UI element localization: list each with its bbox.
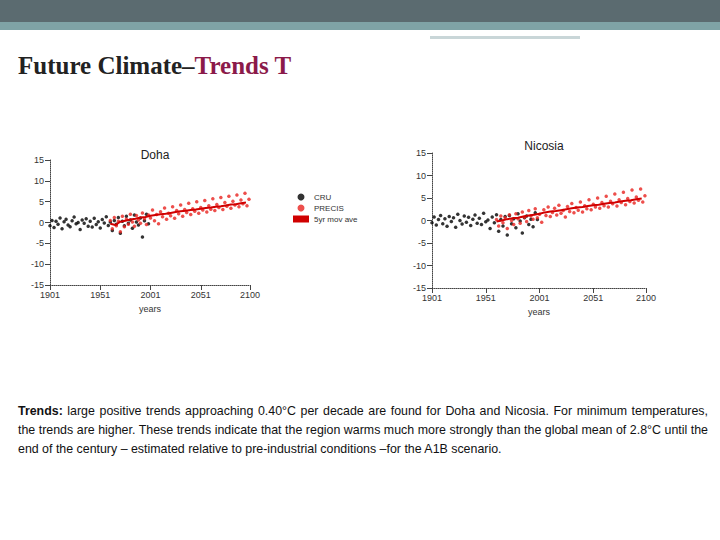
svg-text:2001: 2001 [140,290,160,300]
svg-text:1951: 1951 [90,290,110,300]
svg-text:Doha: Doha [141,148,170,162]
svg-text:-15: -15 [413,283,426,293]
html-text:Future Climate– Trends T: Future Climate– Trends T [18,52,292,79]
svg-text:-15: -15 [31,280,44,290]
svg-text:10: 10 [416,171,426,181]
svg-text:-5: -5 [36,238,44,248]
svg-text:1951: 1951 [476,293,496,303]
svg-text:10: 10 [34,176,44,186]
svg-text:15: 15 [34,155,44,165]
svg-text:PRECIS: PRECIS [314,204,344,213]
svg-text:CRU: CRU [314,193,332,202]
svg-text:-5: -5 [418,238,426,248]
svg-text:-10: -10 [413,261,426,271]
svg-text:1901: 1901 [40,290,60,300]
svg-text:Nicosia: Nicosia [524,139,564,153]
svg-text:0: 0 [421,216,426,226]
html-text:Trends: large positive trends: Trends: large positive trends approachin… [18,404,708,456]
svg-text:-10: -10 [31,259,44,269]
svg-text:15: 15 [416,148,426,158]
svg-text:2001: 2001 [530,293,550,303]
svg-text:5: 5 [421,193,426,203]
svg-text:2051: 2051 [583,293,603,303]
svg-text:2051: 2051 [191,290,211,300]
svg-text:2100: 2100 [240,290,260,300]
svg-text:1901: 1901 [422,293,442,303]
svg-text:5: 5 [39,197,44,207]
svg-text:years: years [528,307,551,317]
svg-text:2100: 2100 [636,293,656,303]
svg-text:5yr mov ave: 5yr mov ave [314,215,358,224]
svg-text:years: years [139,304,162,314]
svg-text:0: 0 [39,218,44,228]
